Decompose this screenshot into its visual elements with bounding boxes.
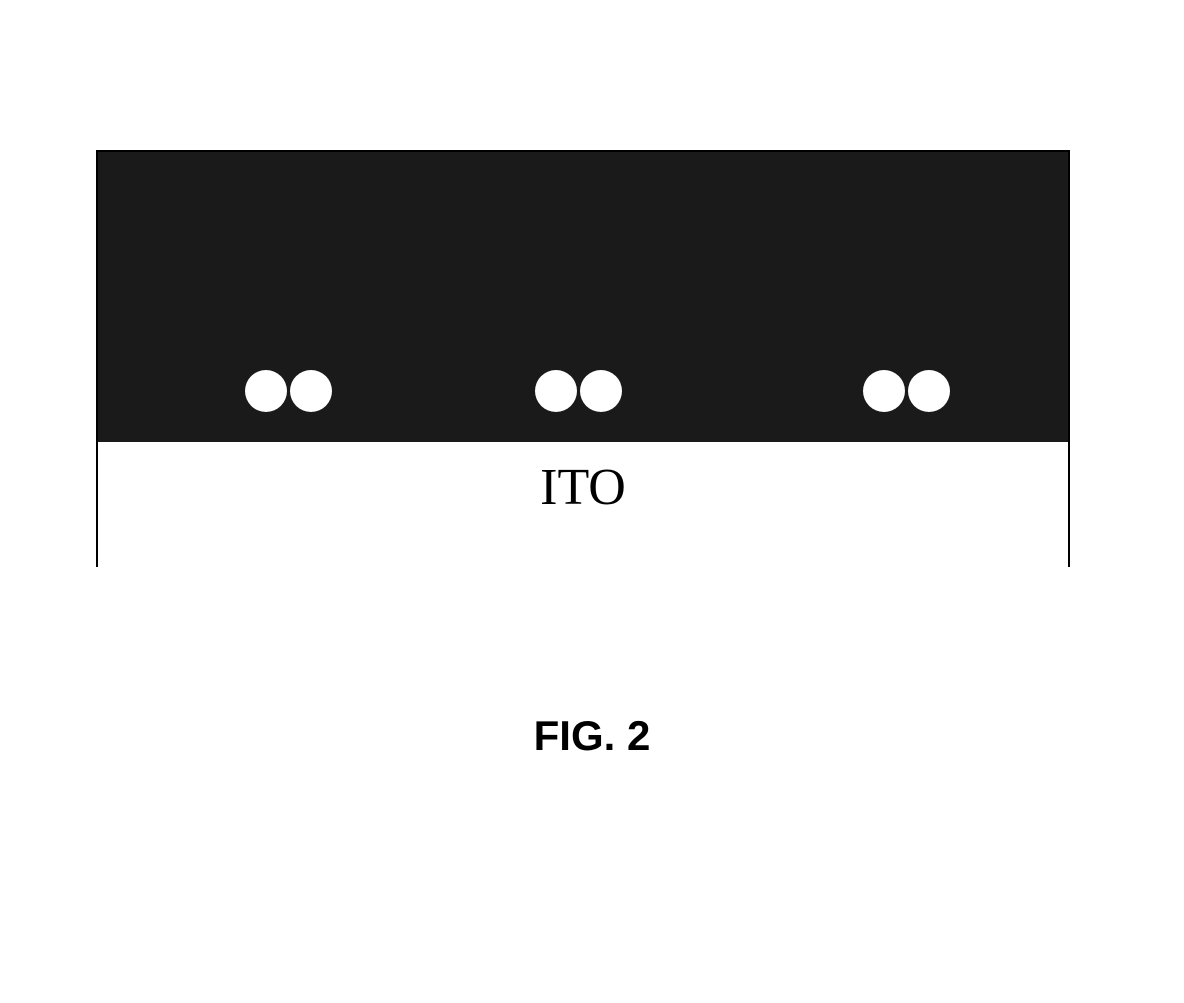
- ito-layer: ITO: [98, 442, 1068, 590]
- dot: [290, 370, 332, 412]
- dot: [245, 370, 287, 412]
- dot-pair-1: [245, 370, 332, 412]
- dot-pair-3: [863, 370, 950, 412]
- dot: [863, 370, 905, 412]
- ito-label: ITO: [540, 458, 626, 517]
- figure-caption: FIG. 2: [0, 712, 1184, 760]
- dot: [580, 370, 622, 412]
- dot-pair-2: [535, 370, 622, 412]
- dot: [535, 370, 577, 412]
- figure-container: ITO: [96, 150, 1070, 567]
- dot: [908, 370, 950, 412]
